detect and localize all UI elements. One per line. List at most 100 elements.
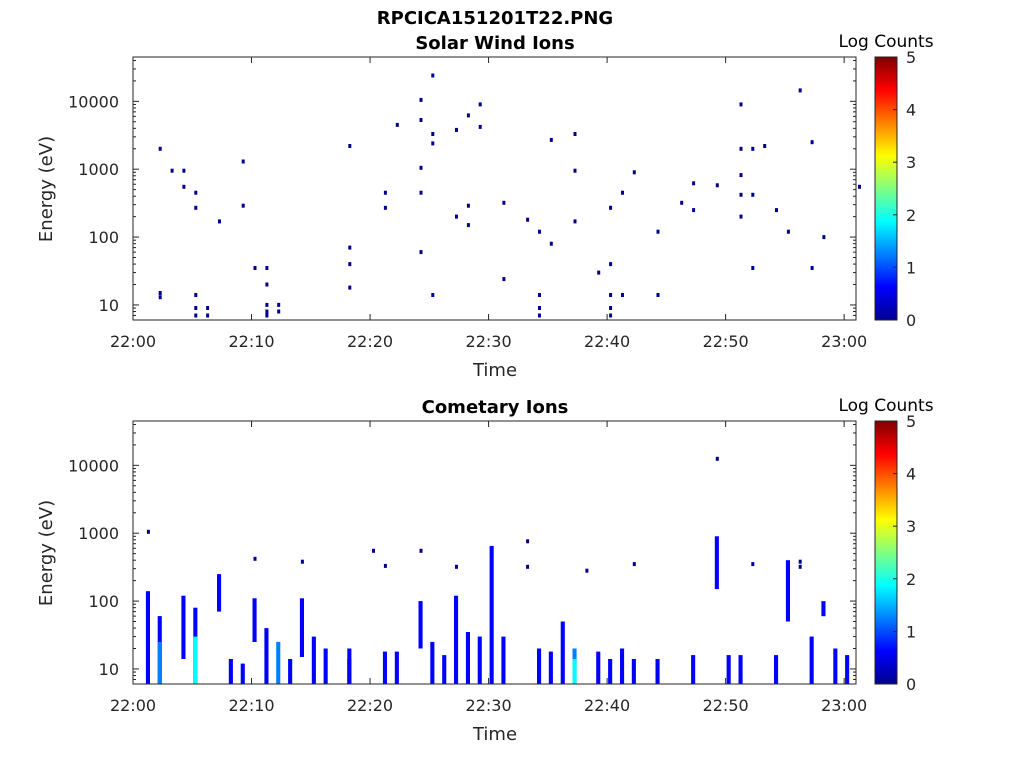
data-point (478, 124, 482, 129)
data-point (431, 132, 435, 136)
data-point (751, 192, 755, 197)
y-axis-label: Energy (eV) (36, 500, 57, 606)
data-point (419, 548, 423, 553)
data-column (228, 659, 233, 684)
data-point (609, 262, 613, 267)
data-point (739, 173, 743, 178)
data-column (217, 574, 222, 612)
data-column (489, 545, 494, 684)
data-point (526, 217, 530, 222)
data-column (608, 659, 613, 684)
data-point (182, 168, 186, 173)
colorbar-tick-label: 2 (906, 206, 916, 225)
x-axis-label: Time (472, 724, 517, 745)
data-point (218, 219, 221, 224)
data-point (253, 266, 257, 270)
data-point (419, 165, 423, 170)
data-column (714, 536, 719, 590)
y-tick-label: 1000 (78, 524, 119, 543)
data-point (300, 559, 304, 564)
x-tick-label: 22:30 (466, 332, 512, 351)
data-point (526, 539, 530, 544)
data-column (809, 636, 814, 684)
data-point (763, 144, 767, 148)
data-column (596, 651, 601, 684)
data-column (276, 641, 281, 684)
colorbar-label: Log Counts (838, 396, 933, 416)
x-tick-label: 22:30 (466, 696, 512, 715)
cometary-panel: Cometary Ions Log Counts Time Energy (eV… (36, 396, 934, 745)
x-tick-label: 22:10 (228, 332, 274, 351)
data-point (194, 205, 198, 210)
data-column (560, 621, 565, 684)
data-point (739, 146, 743, 151)
data-column (465, 632, 470, 684)
axes-frame (132, 420, 857, 685)
x-tick-label: 22:50 (703, 332, 749, 351)
colorbar-gradient (874, 420, 898, 685)
data-column (655, 659, 660, 684)
data-column (785, 560, 790, 622)
data-point (431, 293, 435, 297)
colorbar-tick-label: 3 (906, 153, 916, 172)
data-point (739, 102, 743, 107)
y-tick-label: 10000 (68, 456, 119, 475)
data-column (845, 655, 850, 684)
data-point (751, 562, 755, 567)
data-column (572, 659, 577, 684)
x-tick-label: 22:50 (703, 696, 749, 715)
colorbar: 0 1 2 3 4 5 (874, 48, 916, 330)
x-tick-label: 22:20 (347, 332, 393, 351)
data-column (454, 595, 459, 684)
colorbar-tick-label: 1 (906, 622, 916, 641)
data-point (277, 302, 281, 307)
data-point (549, 241, 553, 246)
data-column (347, 648, 352, 684)
data-column (382, 651, 387, 684)
data-column (181, 595, 186, 659)
data-point (478, 102, 482, 107)
colorbar-tick-label: 0 (906, 311, 916, 330)
data-column (264, 628, 269, 684)
y-tick-label: 10 (99, 296, 119, 315)
data-point (715, 183, 719, 188)
data-point (348, 245, 352, 250)
data-point (206, 313, 210, 318)
data-point (858, 184, 861, 189)
data-point (206, 306, 210, 310)
y-tick-label: 1000 (78, 160, 119, 179)
data-point (632, 562, 636, 567)
data-point (383, 190, 387, 195)
data-point (383, 205, 387, 210)
data-point (466, 223, 470, 228)
data-point (656, 229, 660, 234)
data-column (548, 651, 553, 684)
colorbar-tick-label: 0 (906, 675, 916, 694)
data-point (158, 291, 162, 295)
data-column (430, 641, 435, 684)
data-point (609, 293, 613, 297)
y-tick-label: 100 (88, 228, 119, 247)
data-point (538, 306, 541, 310)
data-point (265, 313, 269, 318)
data-point (609, 306, 613, 310)
data-point (751, 146, 755, 151)
data-point (502, 277, 506, 282)
data-point (455, 564, 458, 569)
colorbar-label: Log Counts (838, 32, 933, 52)
data-point (632, 170, 636, 175)
data-point (609, 205, 613, 210)
panel-title: Solar Wind Ions (415, 33, 574, 54)
data-point (526, 564, 530, 569)
x-tick-label: 22:40 (584, 332, 630, 351)
data-point (798, 88, 802, 93)
data-point (194, 190, 198, 195)
data-point (158, 295, 162, 300)
data-point (739, 192, 743, 197)
data-point (265, 282, 269, 287)
data-column (631, 659, 636, 684)
data-point (194, 313, 198, 318)
data-column (252, 598, 257, 642)
plot-area: 22:00 22:10 22:20 22:30 22:40 22:50 23:00 10 100… (68, 420, 867, 715)
